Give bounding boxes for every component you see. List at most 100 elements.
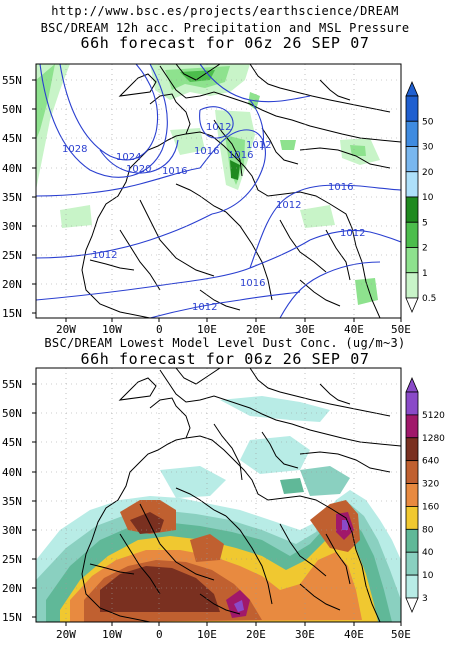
- dust-ticks: [32, 383, 402, 626]
- lon-label: 10E: [197, 628, 217, 641]
- lat-label: 25N: [2, 249, 22, 262]
- colorbar-label: 50: [422, 117, 434, 127]
- lon-label: 10W: [102, 628, 122, 641]
- lat-label: 40N: [2, 162, 22, 175]
- axis-labels: 55N 50N 45N 40N 35N 30N 25N 20N 15N 20W …: [2, 74, 411, 641]
- colorbar-label: 40: [422, 548, 434, 558]
- isobar-label: 1016: [194, 146, 219, 157]
- dust-gridlines: [36, 368, 401, 622]
- lat-label: 55N: [2, 378, 22, 391]
- lat-label: 55N: [2, 74, 22, 87]
- colorbar-label: 320: [422, 480, 439, 490]
- colorbar-swatch: [405, 95, 419, 122]
- colorbar-swatch: [405, 272, 419, 299]
- isobar-label: 1012: [246, 140, 271, 151]
- lon-label: 40E: [344, 323, 364, 336]
- isobar-label: 1012: [92, 250, 117, 261]
- colorbar-swatch: [405, 171, 419, 198]
- colorbar-label: 1280: [422, 434, 445, 444]
- lon-label: 50E: [391, 628, 411, 641]
- dust-colorbar: 5120 1280 640 320 160 80 40 10 3: [405, 376, 445, 614]
- colorbar-tip-bottom: [405, 297, 419, 314]
- lon-label: 0: [156, 323, 163, 336]
- colorbar-tip-top: [405, 80, 419, 97]
- precip-subtitle: 66h forecast for 06z 26 SEP 07: [80, 34, 370, 52]
- colorbar-label: 640: [422, 457, 439, 467]
- colorbar-swatch: [405, 221, 419, 248]
- precip-colorbar: 50 30 20 10 5 2 1 0.5: [405, 80, 436, 314]
- colorbar-swatch: [405, 146, 419, 173]
- lon-label: 30E: [295, 323, 315, 336]
- lon-label: 30E: [295, 628, 315, 641]
- colorbar-swatch: [405, 196, 419, 223]
- lat-label: 20N: [2, 582, 22, 595]
- colorbar-label: 160: [422, 502, 439, 512]
- isobar-labels: 1028 1024 1020 1016 1012 1016 1016 1012 …: [62, 122, 365, 313]
- colorbar-swatch: [405, 506, 419, 530]
- colorbar-swatch: [405, 391, 419, 416]
- colorbar-swatch: [405, 574, 419, 599]
- isobar-label: 1016: [162, 166, 187, 177]
- lat-label: 30N: [2, 524, 22, 537]
- colorbar-swatch: [405, 528, 419, 553]
- isobar-label: 1028: [62, 144, 87, 155]
- dust-map: [32, 367, 402, 626]
- colorbar-label: 1: [422, 269, 428, 279]
- precip-gridlines: [36, 64, 401, 318]
- lat-label: 20N: [2, 278, 22, 291]
- lat-label: 30N: [2, 220, 22, 233]
- precip-map: 1028 1024 1020 1016 1012 1016 1016 1012 …: [32, 63, 402, 322]
- isobar-label: 1016: [240, 278, 265, 289]
- lon-label: 20E: [246, 323, 266, 336]
- lat-label: 15N: [2, 611, 22, 624]
- colorbar-label: 80: [422, 525, 434, 535]
- isobar-label: 1016: [228, 150, 253, 161]
- precip-coastlines: [81, 64, 401, 318]
- colorbar-label: 30: [422, 143, 434, 153]
- precip-title: BSC/DREAM 12h acc. Precipitation and MSL…: [40, 21, 410, 35]
- precip-ticks: [32, 79, 402, 322]
- colorbar-label: 5120: [422, 411, 445, 421]
- lon-label: 10W: [102, 323, 122, 336]
- lat-label: 35N: [2, 191, 22, 204]
- lat-label: 45N: [2, 132, 22, 145]
- colorbar-swatch: [405, 437, 419, 462]
- isobar-label: 1024: [116, 152, 141, 163]
- isobar-label: 1012: [340, 228, 365, 239]
- colorbar-tip-bottom: [405, 597, 419, 614]
- lat-label: 25N: [2, 553, 22, 566]
- colorbar-label: 2: [422, 244, 428, 254]
- isobar-label: 1012: [276, 200, 301, 211]
- lon-label: 50E: [391, 323, 411, 336]
- colorbar-swatch: [405, 247, 419, 274]
- lat-label: 50N: [2, 103, 22, 116]
- colorbar-swatch: [405, 551, 419, 576]
- dust-fill: [36, 396, 401, 622]
- lon-label: 10E: [197, 323, 217, 336]
- dust-title: BSC/DREAM Lowest Model Level Dust Conc. …: [44, 336, 406, 350]
- colorbar-label: 10: [422, 571, 434, 581]
- lon-label: 20W: [56, 628, 76, 641]
- colorbar-label: 0.5: [422, 294, 436, 304]
- colorbar-label: 3: [422, 594, 428, 604]
- lat-label: 35N: [2, 495, 22, 508]
- lat-label: 45N: [2, 436, 22, 449]
- colorbar-tip-top: [405, 376, 419, 393]
- isobar-label: 1012: [192, 302, 217, 313]
- colorbar-label: 5: [422, 218, 428, 228]
- lon-label: 0: [156, 628, 163, 641]
- lon-label: 40E: [344, 628, 364, 641]
- source-url: http://www.bsc.es/projects/earthscience/…: [51, 4, 399, 18]
- lon-label: 20E: [246, 628, 266, 641]
- colorbar-swatch: [405, 460, 419, 484]
- dust-subtitle: 66h forecast for 06z 26 SEP 07: [80, 350, 370, 368]
- colorbar-swatch: [405, 120, 419, 147]
- colorbar-label: 10: [422, 193, 434, 203]
- isobar-label: 1012: [206, 122, 231, 133]
- colorbar-swatch: [405, 414, 419, 439]
- lat-label: 40N: [2, 466, 22, 479]
- isobars: [36, 64, 401, 318]
- colorbar-label: 20: [422, 168, 434, 178]
- colorbar-swatch: [405, 483, 419, 507]
